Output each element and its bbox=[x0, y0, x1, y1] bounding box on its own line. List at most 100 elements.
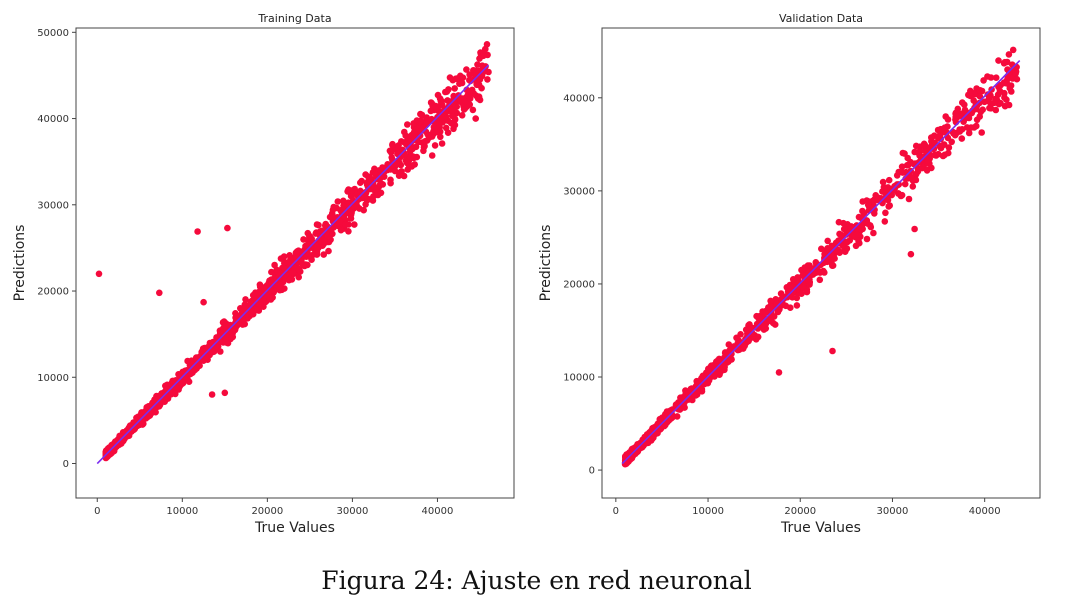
scatter-point bbox=[251, 291, 259, 299]
scatter-point bbox=[952, 116, 959, 123]
scatter-point bbox=[354, 203, 361, 211]
training-data-chart: Training Data 0 10000 20000 30000 40000 0 10000… bbox=[12, 12, 515, 536]
scatter-point bbox=[793, 302, 801, 309]
scatter-point bbox=[775, 369, 783, 376]
scatter-point bbox=[818, 245, 825, 253]
y-tick-label: 10000 bbox=[37, 373, 69, 384]
scatter-point bbox=[1000, 60, 1008, 67]
scatter-point bbox=[480, 52, 487, 60]
scatter-point bbox=[863, 235, 871, 243]
scatter-point bbox=[823, 255, 830, 262]
plot-frame bbox=[601, 27, 1041, 499]
scatter-point bbox=[977, 108, 985, 116]
x-tick-label: 0 bbox=[94, 506, 100, 517]
scatter-point bbox=[766, 317, 773, 325]
scatter-point bbox=[402, 132, 410, 139]
scatter-point bbox=[434, 91, 442, 99]
scatter-point bbox=[1001, 102, 1009, 110]
scatter-point bbox=[961, 101, 968, 108]
scatter-point bbox=[300, 261, 307, 268]
scatter-point bbox=[794, 274, 801, 281]
scatter-point bbox=[963, 124, 971, 131]
scatter-point bbox=[944, 149, 952, 157]
chart-title: Training Data bbox=[257, 12, 331, 25]
scatter-point bbox=[914, 165, 922, 172]
scatter-point bbox=[414, 138, 422, 146]
scatter-point bbox=[767, 297, 774, 305]
scatter-point bbox=[447, 119, 455, 127]
scatter-point bbox=[995, 57, 1002, 64]
scatter-point bbox=[95, 270, 103, 278]
fit-line bbox=[96, 64, 490, 465]
y-tick-label: 0 bbox=[63, 459, 69, 470]
scatter-point bbox=[924, 157, 932, 165]
scatter-point bbox=[389, 141, 396, 149]
scatter-point bbox=[424, 131, 432, 138]
y-tick-label: 10000 bbox=[563, 373, 595, 384]
x-tick-label: 40000 bbox=[422, 506, 454, 517]
scatter-point bbox=[682, 387, 689, 394]
x-axis-title: True Values bbox=[780, 520, 861, 536]
scatter-point bbox=[921, 142, 929, 149]
scatter-point bbox=[888, 191, 895, 199]
scatter-point bbox=[277, 281, 284, 289]
scatter-point bbox=[472, 92, 480, 99]
scatter-point bbox=[296, 268, 304, 275]
scatter-point bbox=[787, 304, 794, 312]
scatter-point bbox=[229, 329, 236, 337]
scatter-point bbox=[456, 80, 463, 87]
scatter-point bbox=[935, 133, 943, 140]
scatter-point bbox=[179, 379, 187, 387]
scatter-point bbox=[315, 221, 322, 229]
x-tick-label: 20000 bbox=[251, 506, 283, 517]
scatter-point bbox=[360, 189, 368, 197]
scatter-point bbox=[289, 269, 297, 277]
scatter-point bbox=[238, 316, 246, 323]
scatter-point bbox=[798, 290, 805, 298]
scatter-point bbox=[387, 179, 394, 187]
scatter-point bbox=[281, 265, 289, 273]
scatter-point bbox=[431, 142, 439, 149]
scatter-point bbox=[898, 163, 906, 170]
scatter-point bbox=[874, 196, 881, 204]
scatter-point bbox=[276, 286, 284, 294]
scatter-point bbox=[200, 298, 207, 306]
scatter-point bbox=[803, 288, 811, 296]
scatter-point bbox=[731, 344, 739, 352]
scatter-point bbox=[285, 276, 293, 284]
scatter-point bbox=[828, 242, 835, 250]
scatter-point bbox=[898, 191, 906, 199]
x-tick-label: 10000 bbox=[166, 506, 198, 517]
scatter-point bbox=[162, 382, 169, 390]
scatter-point bbox=[378, 180, 385, 188]
scatter-point bbox=[882, 209, 889, 217]
scatter-point bbox=[460, 103, 468, 110]
scatter-point bbox=[967, 87, 974, 95]
scatter-point bbox=[789, 294, 796, 301]
scatter-point bbox=[450, 125, 457, 133]
scatter-point bbox=[217, 348, 224, 355]
scatter-point bbox=[428, 152, 436, 159]
scatter-point bbox=[420, 144, 428, 151]
scatter-point bbox=[435, 103, 442, 110]
scatter-point bbox=[438, 114, 446, 121]
scatter-point bbox=[934, 126, 942, 134]
scatter-point bbox=[860, 209, 868, 217]
scatter-point bbox=[466, 88, 474, 95]
scatter-point bbox=[351, 221, 358, 228]
scatter-point bbox=[369, 197, 377, 204]
scatter-point bbox=[930, 145, 938, 153]
scatter-point bbox=[444, 97, 451, 104]
scatter-point bbox=[325, 247, 332, 255]
scatter-point bbox=[300, 236, 307, 243]
scatter-point bbox=[1012, 70, 1019, 77]
scatter-point bbox=[391, 167, 399, 175]
scatter-point bbox=[992, 74, 1000, 81]
scatter-point bbox=[400, 172, 408, 180]
scatter-point bbox=[899, 169, 906, 176]
scatter-point bbox=[885, 176, 893, 184]
scatter-point bbox=[673, 413, 681, 420]
scatter-point bbox=[804, 270, 812, 277]
scatter-point bbox=[342, 221, 349, 228]
scatter-point bbox=[438, 97, 446, 105]
